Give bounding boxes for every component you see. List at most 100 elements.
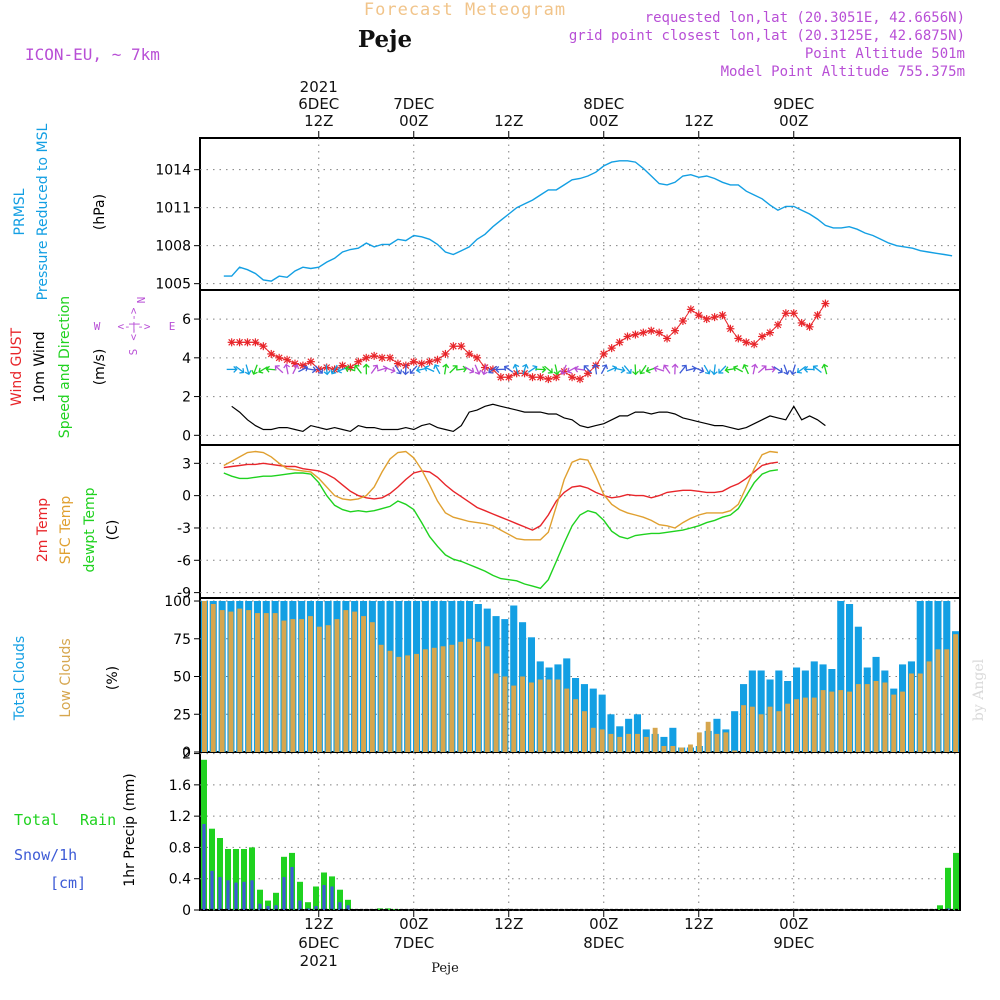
snow-precip-bar [202, 824, 206, 910]
wind-direction-arrow-head [512, 363, 520, 369]
low-cloud-bar [369, 622, 375, 752]
wind-direction-arrow-head [733, 365, 739, 372]
point-altitude: Point Altitude 501m [805, 46, 965, 62]
bottom-axis-year: 2021 [300, 952, 338, 970]
compass-east: E [169, 320, 176, 333]
wind-gust-marker-d2 [529, 373, 536, 381]
total-precip-bar [241, 849, 247, 910]
wind-direction-arrow [710, 364, 718, 376]
wind-direction-arrow-head [662, 364, 669, 370]
wind-gust-marker [504, 373, 513, 382]
low-cloud-bar [643, 736, 649, 752]
wind-gust-marker [283, 355, 292, 364]
low-cloud-bar [502, 676, 508, 752]
wind-direction-arrow-head [704, 369, 711, 375]
wind-gust-marker [378, 353, 387, 362]
low-cloud-bar [670, 746, 676, 752]
wind-direction-arrow-shaft [522, 364, 527, 375]
total-cloud-bar [846, 604, 854, 752]
wind-gust-marker [821, 299, 830, 308]
wind-direction-arrow-head [244, 370, 252, 376]
wind-direction-arrow [323, 364, 331, 376]
low-cloud-bar [272, 613, 278, 752]
wind-direction-arrow-shaft [823, 364, 828, 375]
wind-gust-line [231, 303, 826, 380]
wind-gust-marker [393, 359, 402, 368]
wind-direction-arrow-shaft [298, 366, 308, 373]
wind-direction-arrow-shaft [783, 364, 789, 375]
wind-direction-arrow [503, 365, 514, 373]
wind-gust-marker-d2 [790, 309, 798, 317]
wind-direction-arrow-shaft [292, 364, 298, 375]
wind-gust-marker-d2 [378, 354, 386, 362]
precip-ytick-label: 0.4 [169, 872, 191, 888]
wind-gust-marker-d2 [734, 335, 742, 342]
wind-direction-arrow-head [783, 369, 790, 375]
wind-direction-arrow-head [547, 368, 553, 374]
wind-gust-marker-d2 [600, 350, 608, 358]
total-cloud-bar [607, 714, 615, 752]
compass-west: W [94, 320, 101, 333]
wind-direction-arrow-shaft [663, 364, 671, 374]
low-cloud-bar [661, 746, 667, 752]
low-cloud-bar [802, 697, 808, 752]
wind-gust-marker-d2 [798, 319, 806, 327]
precip-ytick-label: 1.6 [169, 778, 191, 794]
wind-gust-marker-d2 [497, 373, 505, 381]
total-cloud-bar [669, 727, 677, 752]
total-precip-bar [297, 881, 303, 910]
wind-direction-arrow-shaft [331, 364, 338, 375]
total-cloud-bar [589, 688, 597, 752]
wind-direction-arrow-shaft [527, 366, 538, 373]
clouds-ytick-label: 0 [182, 745, 191, 761]
wind-direction-arrow [812, 365, 822, 373]
low-cloud-bar [573, 699, 579, 752]
wind-gust-marker-d2 [552, 373, 560, 381]
low-cloud-bar [422, 649, 428, 752]
clouds-ytick-label: 50 [173, 670, 191, 686]
wind-direction-arrow [600, 364, 609, 375]
precip-frame [199, 751, 961, 911]
wind-gust-marker-d2 [766, 329, 774, 337]
wind-label-line1: Wind GUST [9, 327, 25, 406]
wind-direction-arrow [742, 364, 750, 375]
clouds-unit: (%) [105, 666, 121, 690]
wind-direction-arrow-head [239, 368, 245, 374]
low-cloud-bar [467, 638, 472, 752]
wind-direction-arrow-shaft [456, 368, 467, 371]
wind-direction-arrow-head [344, 365, 350, 373]
wind-gust-marker-d2 [608, 344, 616, 352]
wind-ytick-label: 6 [182, 312, 191, 328]
wind-gust-marker [694, 311, 703, 320]
wind-direction-arrow [783, 364, 790, 375]
low-cloud-bar [785, 703, 791, 752]
snow-precip-bar [314, 906, 318, 910]
wind-gust-marker-d2 [814, 311, 821, 319]
wind-gust-marker-d2 [370, 352, 378, 360]
total-precip-bar [945, 867, 951, 910]
wind-direction-arrow [592, 363, 599, 375]
wind-gust-marker [306, 357, 315, 366]
wind-direction-arrow-shaft [791, 364, 796, 375]
wind-direction-arrow [488, 365, 498, 374]
wind-gust-marker-d2 [259, 342, 267, 350]
wind-direction-arrow-shaft [634, 364, 637, 375]
wind-gust-marker [354, 357, 363, 366]
low-cloud-bar [343, 610, 349, 752]
wind-direction-arrow-shaft [535, 368, 546, 371]
wind-direction-arrow-shaft [305, 367, 316, 371]
wind-direction-arrow-shaft [266, 368, 277, 371]
wind-direction-arrow [283, 363, 291, 375]
wind-direction-arrow [362, 363, 370, 375]
clouds-ytick-label: 75 [173, 632, 191, 648]
low-cloud-bar [440, 646, 446, 752]
wind-gust-marker-d2 [544, 375, 552, 383]
low-cloud-bar [696, 732, 702, 752]
wind-direction-arrow-head [789, 370, 797, 376]
wind-label-line2: 10m Wind [32, 331, 48, 402]
wind-direction-arrow-head [474, 369, 482, 375]
precip-rain-label: Rain [80, 811, 116, 829]
low-cloud-bar [352, 611, 358, 752]
wind-gust-marker-d2 [449, 342, 457, 350]
temperature-label-line2: SFC Temp [58, 496, 74, 565]
